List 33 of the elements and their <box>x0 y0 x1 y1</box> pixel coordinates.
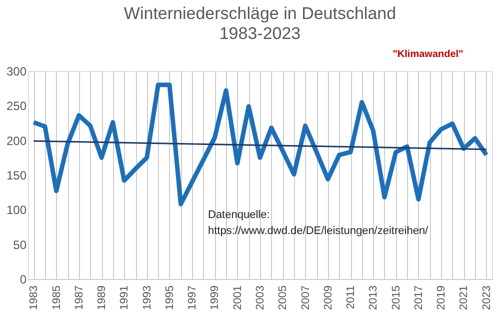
x-tick-label: 1987 <box>73 286 86 310</box>
y-tick-label: 0 <box>20 272 27 286</box>
y-tick-label: 300 <box>6 64 27 78</box>
y-tick-label: 50 <box>13 238 27 252</box>
x-tick-label: 1995 <box>164 286 176 310</box>
x-tick-label: 1999 <box>209 286 222 310</box>
x-tick-label: 2011 <box>345 286 358 310</box>
x-tick-label: 2021 <box>458 286 470 310</box>
x-tick-label: 2003 <box>254 286 266 310</box>
annotation: Datenquelle: https://www.dwd.de/DE/leistungen/zeitreihen/ <box>208 209 430 237</box>
x-tick-label: 2001 <box>232 286 244 310</box>
x-tick-label: 2017 <box>412 286 425 310</box>
x-tick-label: 2023 <box>480 286 493 310</box>
x-tick-label: 1993 <box>141 286 154 310</box>
text: "Klimawandel" <box>392 49 464 60</box>
y-tick-label: 100 <box>6 203 27 218</box>
y-tick-label: 200 <box>6 134 27 148</box>
x-tick-label: 2005 <box>277 286 290 310</box>
x-tick-label: 2007 <box>300 286 312 310</box>
chart-title: Winterniederschläge in Deutschland <box>124 4 396 23</box>
x-tick-label: 1997 <box>186 286 199 310</box>
x-tick-label: 1985 <box>50 286 63 310</box>
x-tick-label: 2019 <box>436 286 448 310</box>
chart-subtitle: 1983-2023 <box>219 24 301 43</box>
y-tick-label: 150 <box>6 168 27 182</box>
line-series <box>31 82 489 206</box>
x-tick-label: 2013 <box>368 286 380 310</box>
x-tick-label: 2009 <box>322 286 334 310</box>
y-tick-label: 250 <box>6 99 27 114</box>
x-tick-label: 1991 <box>118 286 131 310</box>
x-tick-label: 2015 <box>390 286 402 310</box>
x-tick-label: 1989 <box>96 286 108 310</box>
x-tick-label: 1983 <box>28 286 40 310</box>
